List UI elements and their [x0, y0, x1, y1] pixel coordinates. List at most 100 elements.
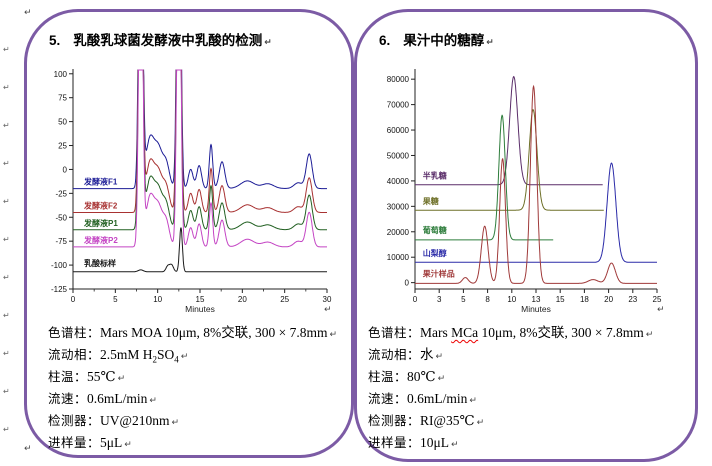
svg-text:果汁样品: 果汁样品 [422, 269, 455, 279]
spec-value: Mars MCa 10μm, 8%交联, 300 × 7.8mm [420, 325, 644, 340]
paragraph-mark: ↵ [469, 396, 477, 406]
svg-text:发酵液P1: 发酵液P1 [83, 218, 118, 228]
panel-title: 6. 果汁中的糖醇 ↵ [379, 29, 494, 49]
spec-label: 色谱柱： [368, 326, 421, 340]
spec-value: UV@210nm [100, 413, 170, 428]
svg-text:5: 5 [461, 295, 466, 304]
spec-value: 水 [420, 347, 434, 362]
svg-text:山梨醇: 山梨醇 [423, 248, 447, 258]
svg-text:-125: -125 [51, 285, 68, 294]
svg-text:0: 0 [63, 165, 68, 174]
spec-line-column: 色谱柱：Mars MOA 10μm, 8%交联, 300 × 7.8mm ↵ [48, 322, 348, 344]
spec-line-detector: 检测器：UV@210nm ↵ [48, 410, 348, 432]
paragraph-mark: ↵ [3, 273, 10, 282]
svg-text:15: 15 [196, 295, 205, 304]
svg-text:10: 10 [507, 295, 516, 304]
svg-text:60000: 60000 [387, 126, 410, 135]
svg-text:25: 25 [653, 295, 662, 304]
spec-line-mobile-phase: 流动相：水 ↵ [368, 344, 668, 366]
spec-value: 2.5mM H2SO4 [100, 347, 179, 365]
paragraph-mark: ↵ [476, 418, 485, 428]
svg-text:20: 20 [604, 295, 613, 304]
svg-text:100: 100 [54, 70, 68, 79]
spec-line-mobile-phase: 流动相：2.5mM H2SO4 ↵ [48, 344, 348, 366]
svg-text:发酵液F2: 发酵液F2 [83, 201, 118, 211]
svg-text:20: 20 [238, 295, 247, 304]
paragraph-mark: ↵ [451, 440, 459, 450]
paragraph-mark: ↵ [24, 444, 32, 454]
svg-text:80000: 80000 [387, 75, 410, 84]
svg-text:70000: 70000 [387, 101, 410, 110]
svg-text:-100: -100 [51, 261, 68, 270]
spec-value: 80℃ [407, 369, 436, 384]
svg-text:23: 23 [628, 295, 637, 304]
svg-text:3: 3 [437, 295, 442, 304]
svg-text:半乳糖: 半乳糖 [423, 170, 447, 180]
spec-label: 流动相： [48, 348, 101, 362]
column-text: 10μm, 8%交联, 300 × 7.8mm [478, 325, 644, 340]
spec-label: 检测器： [368, 414, 421, 428]
spec-value: Mars MOA 10μm, 8%交联, 300 × 7.8mm [100, 325, 328, 340]
section-title-text: 果汁中的糖醇 [403, 33, 485, 48]
paragraph-mark: ↵ [3, 387, 10, 396]
svg-text:果糖: 果糖 [422, 196, 439, 206]
spec-line-flow-rate: 流速：0.6mL/min ↵ [368, 388, 668, 410]
paragraph-mark: ↵ [3, 83, 10, 92]
paragraph-mark: ↵ [3, 425, 10, 434]
spec-line-injection-volume: 进样量：5μL ↵ [48, 432, 348, 454]
spec-value: 10μL [420, 435, 449, 450]
svg-text:-50: -50 [55, 213, 67, 222]
formula-text: 2.5mM H [100, 347, 153, 362]
column-text: Mars [420, 325, 452, 340]
paragraph-mark: ↵ [3, 121, 10, 130]
spec-line-column-temp: 柱温：55℃ ↵ [48, 366, 348, 388]
spec-line-detector: 检测器：RI@35℃ ↵ [368, 410, 668, 432]
svg-text:50: 50 [58, 118, 67, 127]
svg-text:乳酸标样: 乳酸标样 [84, 258, 116, 268]
panel-sugar-alcohols: 6. 果汁中的糖醇 ↵ 80000 70000 60000 50000 40000 30000… [354, 9, 698, 462]
svg-text:50000: 50000 [387, 151, 410, 160]
svg-text:0: 0 [413, 295, 418, 304]
paragraph-mark: ↵ [657, 305, 665, 315]
spec-value: 55℃ [87, 369, 116, 384]
svg-text:Minutes: Minutes [185, 304, 215, 314]
spec-value: RI@35℃ [420, 413, 475, 428]
panel-title: 5. 乳酸乳球菌发酵液中乳酸的检测 ↵ [49, 29, 272, 49]
svg-text:发酵液P2: 发酵液P2 [83, 235, 118, 245]
spec-line-column: 色谱柱：Mars MCa 10μm, 8%交联, 300 × 7.8mm ↵ [368, 322, 668, 344]
svg-text:75: 75 [58, 94, 67, 103]
svg-text:30: 30 [323, 295, 332, 304]
svg-text:25: 25 [58, 142, 67, 151]
paragraph-mark: ↵ [324, 305, 332, 315]
spec-label: 柱温： [368, 370, 408, 384]
spec-label: 进样量： [48, 436, 101, 450]
svg-text:0: 0 [405, 279, 410, 288]
spec-label: 流速： [48, 392, 88, 406]
spec-label: 检测器： [48, 414, 101, 428]
method-specs: 色谱柱：Mars MCa 10μm, 8%交联, 300 × 7.8mm ↵ 流动… [368, 322, 668, 454]
formula-subscript: 2 [152, 354, 158, 365]
paragraph-mark: ↵ [329, 330, 338, 340]
svg-text:发酵液F1: 发酵液F1 [83, 177, 118, 187]
method-specs: 色谱柱：Mars MOA 10μm, 8%交联, 300 × 7.8mm ↵ 流动… [48, 322, 348, 454]
svg-text:18: 18 [580, 295, 589, 304]
chromatogram-lactic-acid: 100 75 50 25 0 -25 -50 -75 -100 -125 0 5 10 15 20 25 30 M… [43, 60, 339, 321]
paragraph-mark: ↵ [437, 374, 446, 384]
svg-text:10000: 10000 [387, 253, 410, 262]
svg-text:40000: 40000 [387, 177, 410, 186]
spec-label: 柱温： [48, 370, 88, 384]
paragraph-mark: ↵ [3, 349, 10, 358]
section-title-text: 乳酸乳球菌发酵液中乳酸的检测 [73, 33, 263, 48]
paragraph-mark: ↵ [117, 374, 126, 384]
svg-text:8: 8 [485, 295, 490, 304]
paragraph-mark: ↵ [486, 38, 494, 48]
svg-text:25: 25 [280, 295, 289, 304]
section-number: 5. [49, 33, 61, 48]
svg-text:0: 0 [71, 295, 76, 304]
svg-text:13: 13 [532, 295, 541, 304]
svg-text:30000: 30000 [387, 202, 410, 211]
spec-label: 流速： [368, 392, 408, 406]
svg-text:-25: -25 [55, 189, 67, 198]
svg-text:20000: 20000 [387, 228, 410, 237]
